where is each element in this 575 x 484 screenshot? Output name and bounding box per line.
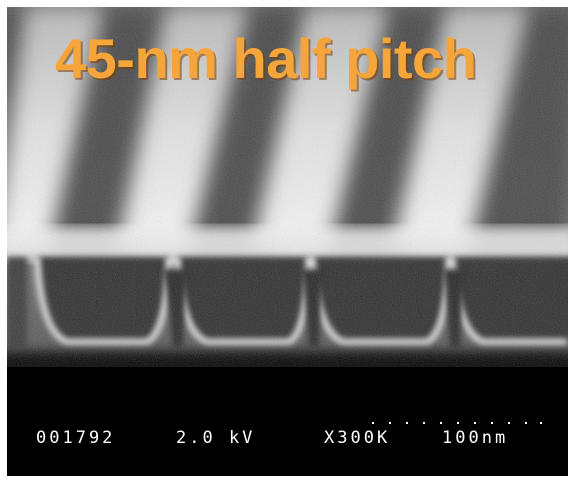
frame-number: 001792 xyxy=(36,428,116,448)
image-title: 45-nm half pitch xyxy=(55,27,477,90)
sem-image xyxy=(7,7,568,476)
sem-micrograph: 45-nm half pitch xyxy=(7,7,568,476)
scale-bar xyxy=(372,422,542,424)
sem-info-bar: 001792 2.0 kV X300K 100nm xyxy=(36,426,556,450)
scale-label: 100nm xyxy=(442,428,509,448)
magnification: X300K xyxy=(324,428,391,448)
accelerating-voltage: 2.0 kV xyxy=(176,428,256,448)
